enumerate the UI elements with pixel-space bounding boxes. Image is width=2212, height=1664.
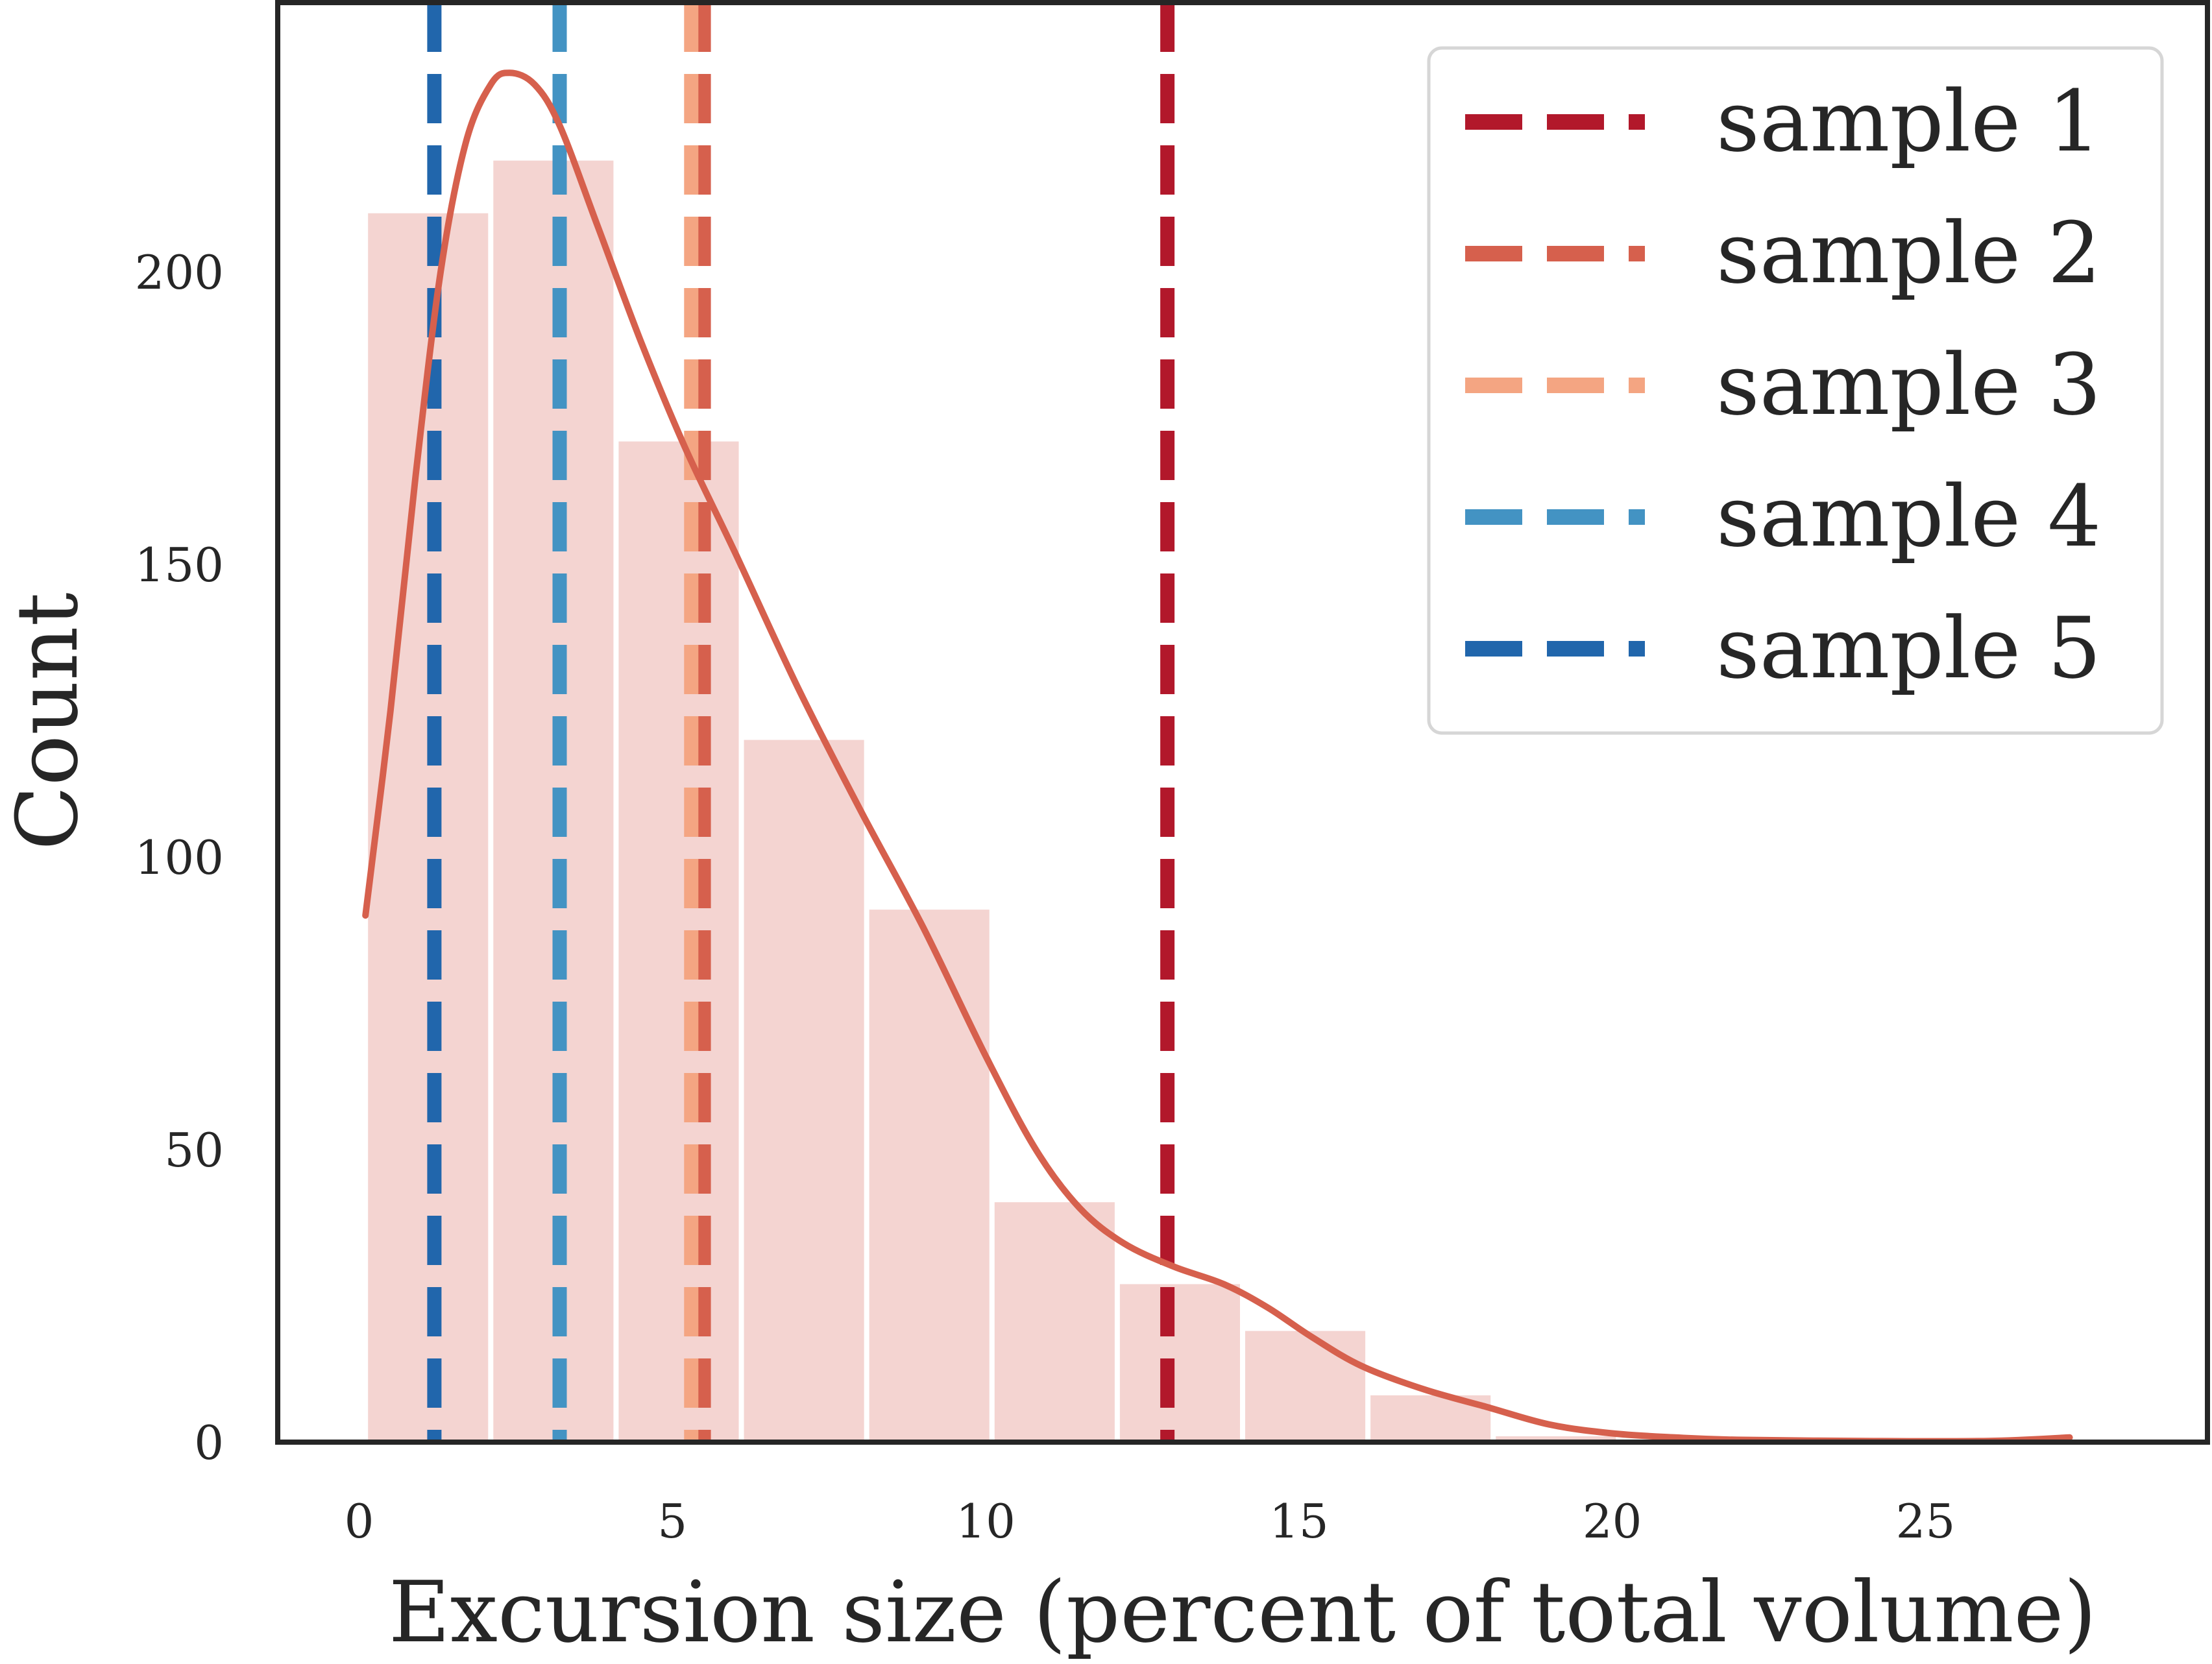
x-tick-label: 10 — [956, 1494, 1015, 1549]
histogram-bar — [1245, 1331, 1366, 1442]
legend-item: sample 1 — [1465, 72, 2101, 171]
legend-item: sample 2 — [1465, 204, 2101, 302]
x-tick-label: 25 — [1896, 1494, 1956, 1549]
legend-label: sample 4 — [1716, 467, 2101, 566]
x-tick-label: 0 — [345, 1494, 374, 1549]
legend-item: sample 4 — [1465, 467, 2101, 566]
legend-label: sample 5 — [1716, 599, 2101, 697]
x-axis-ticks: 0 5 10 15 20 25 — [345, 1494, 1956, 1549]
legend-item: sample 3 — [1465, 335, 2101, 434]
histogram-bar — [869, 910, 990, 1442]
histogram-bar — [1119, 1284, 1240, 1442]
histogram-bar — [618, 441, 739, 1442]
y-tick-label: 100 — [135, 830, 224, 885]
y-tick-label: 50 — [164, 1123, 224, 1177]
y-tick-label: 0 — [194, 1416, 224, 1470]
x-tick-label: 5 — [657, 1494, 687, 1549]
x-tick-label: 15 — [1269, 1494, 1329, 1549]
histogram-bar — [1496, 1436, 1616, 1442]
histogram-bar — [994, 1202, 1115, 1442]
y-axis-ticks: 0 50 100 150 200 — [135, 245, 224, 1470]
y-tick-label: 150 — [135, 538, 224, 592]
sample-lines — [427, 3, 1175, 1442]
legend-label: sample 3 — [1716, 335, 2101, 434]
legend-box — [1427, 46, 2164, 735]
legend: sample 1 sample 2 sample 3 sample 4 sample 5 — [1427, 46, 2164, 735]
x-axis-label: Excursion size (percent of total volume) — [389, 1563, 2097, 1661]
legend-item: sample 5 — [1465, 599, 2101, 697]
y-axis-label: Count — [0, 592, 97, 850]
histogram-bar — [744, 740, 864, 1442]
kde-curve — [362, 69, 2073, 1445]
legend-label: sample 2 — [1716, 204, 2101, 302]
plot-frame — [275, 0, 2210, 1445]
x-tick-label: 20 — [1583, 1494, 1642, 1549]
legend-label: sample 1 — [1716, 72, 2101, 171]
y-tick-label: 200 — [135, 245, 224, 300]
